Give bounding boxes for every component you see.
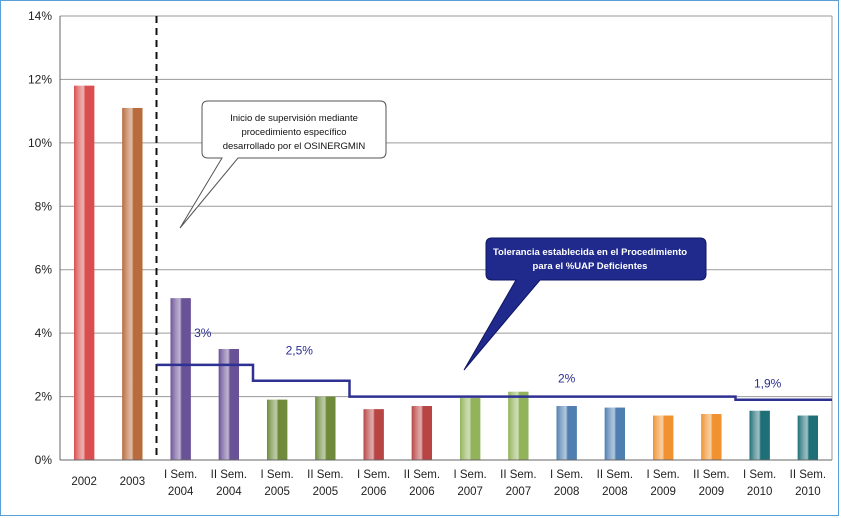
- y-tick-label: 2%: [35, 390, 53, 404]
- x-tick-label: 2006: [361, 486, 387, 498]
- x-axis: 2002 2003 I Sem. 2004 II Sem. 2004 I Sem. 2005 I…: [60, 459, 832, 498]
- callout-box: [179, 100, 387, 229]
- x-tick-label: I Sem.: [550, 469, 583, 481]
- x-tick-label: I Sem.: [454, 469, 487, 481]
- x-tick-label: 2008: [554, 486, 580, 498]
- x-tick-label: 2005: [313, 486, 339, 498]
- y-tick-label: 10%: [28, 136, 52, 150]
- y-tick-label: 4%: [35, 326, 53, 340]
- x-tick-label: I Sem.: [357, 469, 390, 481]
- bar-shading: [749, 410, 770, 460]
- bar-shading: [797, 415, 819, 460]
- y-tick-label: 14%: [28, 9, 52, 23]
- bar-shading: [701, 414, 722, 460]
- x-tick-label: 2010: [747, 486, 773, 498]
- bar-shading: [459, 398, 481, 460]
- y-axis: 0% 2% 4% 6% 8% 10% 12% 14%: [28, 9, 61, 467]
- x-tick-label: II Sem.: [211, 469, 247, 481]
- tolerance-step-line: [156, 363, 832, 401]
- bar-shading: [315, 396, 336, 460]
- x-tick-label: 2007: [506, 486, 532, 498]
- bar-shading: [556, 406, 577, 460]
- tolerance-callout-text: Tolerancia establecida en el Procedimien…: [493, 247, 687, 258]
- x-tick-label: 2004: [216, 486, 242, 498]
- tolerance-label: 3%: [194, 326, 212, 340]
- x-tick-label: II Sem.: [693, 469, 729, 481]
- bar-shading: [122, 107, 143, 460]
- bar-shading: [73, 85, 95, 461]
- tolerance-callout-text: para el %UAP Deficientes: [533, 261, 648, 272]
- tolerance-label: 1,9%: [754, 377, 782, 391]
- x-tick-label: II Sem.: [790, 469, 826, 481]
- x-tick-label: 2004: [168, 486, 194, 498]
- x-tick-label: II Sem.: [307, 469, 343, 481]
- bar-shading: [411, 406, 433, 460]
- bar-shading: [508, 391, 529, 460]
- x-tick-label: 2009: [650, 486, 676, 498]
- bar-shading: [652, 415, 674, 460]
- callout-text: procedimiento específico: [241, 127, 346, 138]
- y-tick-label: 0%: [35, 453, 53, 467]
- x-tick-label: I Sem.: [647, 469, 680, 481]
- bars: [73, 85, 819, 461]
- tolerance-label: 2%: [558, 372, 576, 386]
- x-tick-label: 2002: [71, 476, 97, 488]
- x-tick-label: I Sem.: [743, 469, 776, 481]
- x-tick-label: 2008: [602, 486, 628, 498]
- annotations: Inicio de supervisión mediante procedimie…: [179, 100, 707, 371]
- x-tick-label: I Sem.: [261, 469, 294, 481]
- x-tick-label: II Sem.: [404, 469, 440, 481]
- x-tick-label: 2009: [699, 486, 725, 498]
- y-tick-label: 6%: [35, 263, 53, 277]
- x-tick-label: II Sem.: [597, 469, 633, 481]
- x-tick-label: 2010: [795, 486, 821, 498]
- y-tick-label: 8%: [35, 199, 53, 213]
- tolerance-line: 3% 2,5% 2% 1,9%: [155, 16, 832, 460]
- x-tick-label: 2007: [457, 486, 483, 498]
- y-tick-label: 12%: [28, 72, 52, 86]
- bar-shading: [363, 409, 384, 460]
- tolerance-callout-box: [463, 237, 707, 371]
- callout-text: Inicio de supervisión mediante: [230, 113, 358, 124]
- bar-shading: [604, 407, 626, 460]
- x-tick-label: 2003: [120, 476, 146, 488]
- x-tick-label: I Sem.: [164, 469, 197, 481]
- bar-shading: [218, 349, 240, 460]
- bar-shading: [266, 399, 288, 460]
- bar-shading: [170, 298, 191, 460]
- x-tick-label: 2005: [264, 486, 290, 498]
- x-tick-label: II Sem.: [500, 469, 536, 481]
- x-tick-label: 2006: [409, 486, 435, 498]
- callout-text: desarrollado por el OSINERGMIN: [223, 141, 366, 152]
- tolerance-label: 2,5%: [286, 344, 314, 358]
